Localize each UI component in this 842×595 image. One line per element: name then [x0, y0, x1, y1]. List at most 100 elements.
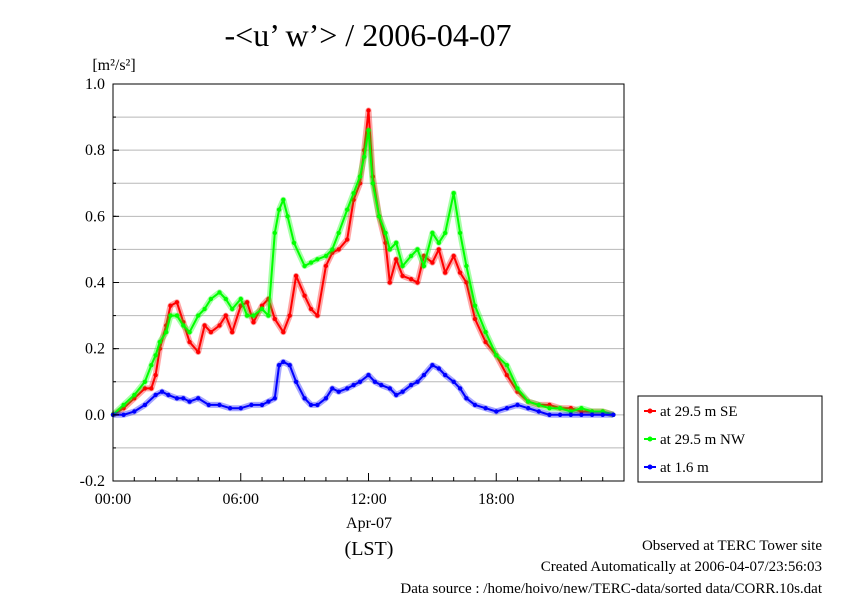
- data-point: [187, 399, 192, 404]
- data-point: [330, 247, 335, 252]
- data-point: [323, 263, 329, 269]
- data-point: [430, 230, 435, 236]
- data-point: [504, 363, 510, 368]
- data-point: [504, 372, 510, 378]
- data-point: [376, 214, 382, 219]
- data-point: [281, 329, 286, 335]
- y-tick-label: 1.0: [85, 76, 105, 93]
- footer-source: Data source : /home/hoivo/new/TERC-data/…: [400, 581, 822, 595]
- data-point: [285, 214, 290, 219]
- data-point: [357, 174, 363, 179]
- y-tick-label: 0.4: [85, 275, 105, 292]
- data-point: [272, 230, 277, 236]
- data-point: [302, 263, 307, 269]
- data-point: [121, 402, 126, 408]
- legend-item: at 29.5 m NW: [644, 432, 746, 448]
- data-point: [436, 240, 441, 245]
- legend-marker: [647, 436, 653, 442]
- data-point: [526, 406, 531, 411]
- y-tick-label: 0.0: [85, 407, 105, 424]
- data-point: [515, 402, 520, 408]
- data-point: [336, 247, 341, 252]
- data-point: [611, 412, 616, 417]
- data-point: [302, 293, 307, 298]
- data-point: [217, 323, 222, 328]
- data-point: [415, 280, 420, 285]
- data-point: [443, 270, 448, 275]
- data-point: [589, 409, 595, 414]
- data-point: [451, 191, 456, 196]
- data-point: [526, 399, 531, 404]
- data-point: [223, 313, 228, 318]
- data-point: [400, 263, 405, 269]
- data-point: [504, 406, 510, 411]
- y-tick-label: 0.8: [85, 142, 105, 159]
- data-point: [464, 396, 469, 401]
- data-point: [362, 154, 367, 159]
- legend-marker: [647, 408, 653, 414]
- data-point: [547, 402, 552, 408]
- data-point: [121, 412, 126, 417]
- data-point: [557, 406, 563, 411]
- legend-marker: [647, 464, 653, 470]
- data-point: [202, 306, 207, 312]
- data-point: [568, 412, 573, 417]
- data-point: [415, 379, 420, 384]
- data-point: [443, 372, 448, 378]
- data-point: [568, 409, 573, 414]
- data-point: [421, 372, 427, 378]
- y-axis-unit: [m²/s²]: [92, 57, 135, 74]
- data-point: [568, 406, 573, 411]
- data-point: [249, 402, 254, 408]
- data-point: [430, 260, 435, 265]
- x-axis: 00:00 06:00 12:00 18:00: [95, 473, 625, 508]
- data-point: [394, 392, 399, 398]
- data-point: [579, 409, 584, 414]
- x-axis-date: Apr-07: [346, 515, 392, 532]
- data-point: [230, 306, 235, 312]
- data-point: [238, 406, 243, 411]
- data-point: [366, 372, 371, 378]
- data-point: [208, 329, 214, 335]
- data-point: [187, 329, 192, 335]
- data-point: [366, 108, 371, 113]
- x-tick-label: 06:00: [223, 491, 259, 508]
- data-point: [351, 382, 356, 388]
- data-point: [600, 409, 605, 414]
- data-point: [387, 247, 392, 252]
- data-point: [323, 253, 329, 259]
- data-point: [238, 296, 243, 302]
- data-point: [287, 363, 292, 368]
- data-point: [345, 386, 350, 391]
- data-point: [345, 237, 350, 242]
- data-point: [174, 300, 180, 305]
- data-point: [483, 406, 488, 411]
- data-point: [153, 392, 158, 398]
- data-point: [168, 313, 173, 318]
- data-point: [181, 396, 186, 401]
- footer-created: Created Automatically at 2006-04-07/23:5…: [541, 559, 822, 575]
- data-point: [336, 389, 341, 394]
- data-point: [281, 359, 286, 365]
- series-group: [110, 107, 616, 418]
- data-point: [400, 273, 405, 279]
- data-point: [394, 240, 399, 245]
- data-point: [164, 329, 169, 335]
- data-point: [281, 197, 286, 202]
- data-point: [166, 392, 171, 398]
- data-point: [387, 280, 392, 285]
- data-point: [372, 379, 378, 384]
- data-point: [217, 290, 222, 295]
- data-point: [287, 313, 292, 318]
- data-point: [379, 382, 384, 388]
- y-tick-label: -0.2: [80, 473, 105, 490]
- legend-item: at 1.6 m: [644, 460, 709, 476]
- data-point: [196, 396, 201, 401]
- data-point: [494, 353, 499, 358]
- data-point: [383, 240, 388, 245]
- data-point: [345, 207, 350, 212]
- data-point: [168, 303, 173, 308]
- data-point: [291, 240, 297, 245]
- data-point: [217, 402, 222, 408]
